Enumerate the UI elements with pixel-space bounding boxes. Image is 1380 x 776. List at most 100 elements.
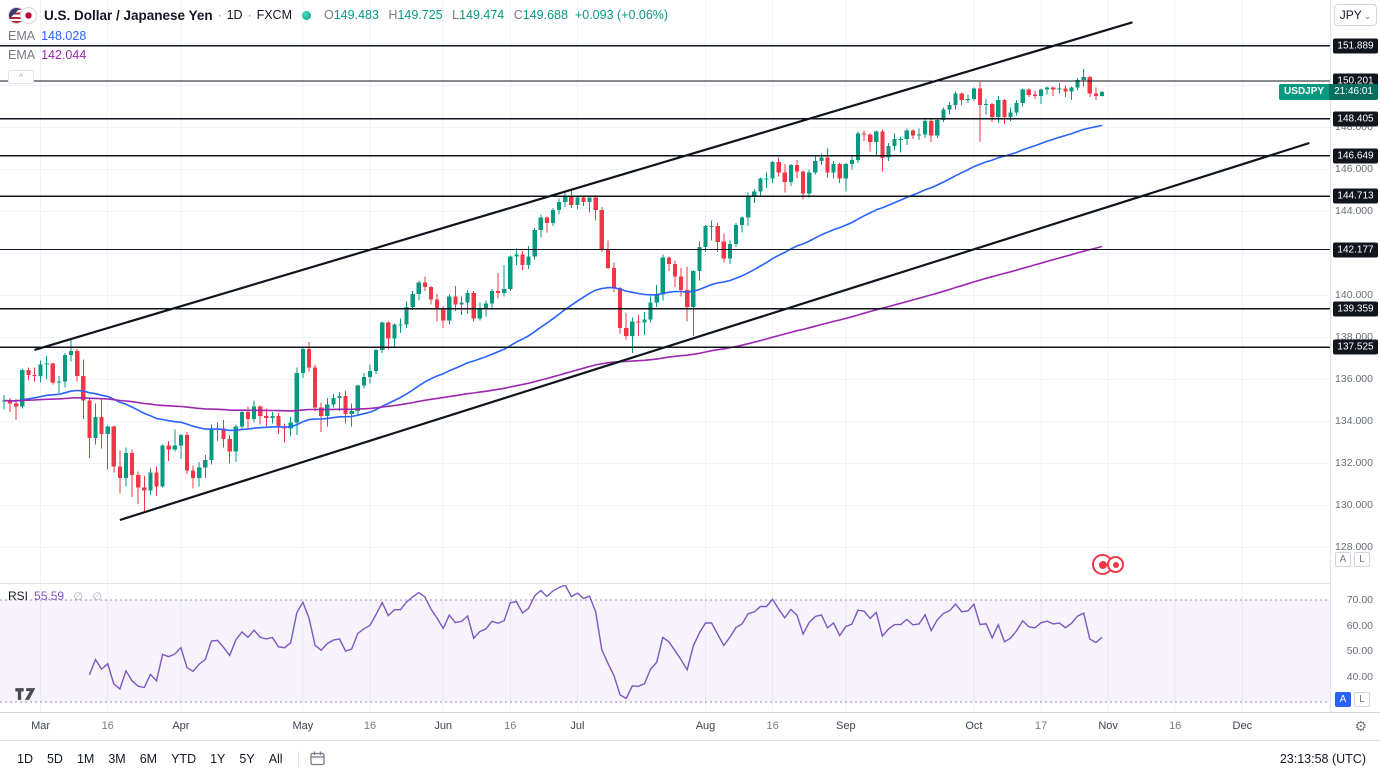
open-label: O [324, 8, 334, 22]
rsi-tick: 40.00 [1346, 670, 1373, 683]
ema-slow-value: 142.044 [41, 48, 87, 62]
price-level-badge: 142.177 [1333, 242, 1378, 258]
range-ytd[interactable]: YTD [164, 748, 203, 770]
open-value: 149.483 [333, 8, 379, 22]
rsi-hidden-marker: ∅ [73, 591, 83, 603]
price-tick: 136.000 [1335, 373, 1373, 386]
rsi-value: 55.59 [34, 589, 65, 603]
time-tick: 17 [1034, 720, 1048, 732]
range-all[interactable]: All [262, 748, 290, 770]
price-tick: 146.000 [1335, 163, 1373, 176]
channel-trendline [119, 141, 1310, 522]
indicator-ema-fast[interactable]: EMA 148.028 [8, 29, 668, 44]
channel-trendline [34, 21, 1133, 351]
jp-flag-icon [20, 6, 37, 24]
range-3m[interactable]: 3M [101, 748, 132, 770]
ema-fast-value: 148.028 [41, 29, 87, 43]
close-value: 149.688 [522, 8, 568, 22]
rsi-line [88, 585, 1103, 700]
ema-200-line [4, 245, 1103, 412]
time-tick: 16 [1169, 720, 1182, 732]
auto-scale-button[interactable]: A [1335, 692, 1351, 707]
range-1m[interactable]: 1M [70, 748, 101, 770]
clock-utc[interactable]: 23:13:58 (UTC) [1279, 751, 1366, 766]
range-1y[interactable]: 1Y [203, 748, 232, 770]
rsi-tick: 70.00 [1346, 594, 1373, 606]
rsi-tick: 60.00 [1346, 619, 1373, 632]
close-label: C [513, 8, 523, 22]
symbol-title[interactable]: U.S. Dollar / Japanese Yen [44, 7, 213, 23]
rsi-label: RSI [8, 589, 29, 603]
ema-label: EMA [8, 48, 36, 62]
toolbar-divider [297, 750, 299, 767]
chevron-down-icon: ⌄ [1363, 11, 1372, 21]
low-label: L [452, 8, 460, 22]
price-level-badge: 137.525 [1333, 339, 1378, 355]
event-marker-icon[interactable] [1107, 556, 1124, 573]
change-value: +0.093 (+0.06%) [574, 8, 669, 22]
time-axis[interactable]: ⚙ Mar 16 Apr May 16 Jun 16 Jul Aug 16 Sep Oct 17 Nov 1… [0, 712, 1380, 740]
price-level-badge: 151.889 [1333, 38, 1378, 54]
tradingview-logo[interactable] [14, 684, 40, 709]
time-tick: Oct [965, 720, 983, 732]
time-tick: 16 [504, 720, 517, 732]
price-tick: 132.000 [1335, 457, 1373, 470]
time-tick: Dec [1232, 720, 1253, 732]
price-level-badge: 146.649 [1333, 148, 1378, 164]
separator-dot: · [217, 8, 222, 22]
time-tick: Apr [172, 720, 190, 732]
range-6m[interactable]: 6M [133, 748, 164, 770]
time-tick: May [292, 720, 314, 732]
price-tick: 144.000 [1335, 205, 1373, 218]
price-level-badge: 139.359 [1333, 301, 1378, 317]
low-value: 149.474 [459, 8, 505, 22]
time-tick: 16 [766, 720, 779, 732]
log-scale-button[interactable]: L [1354, 692, 1370, 707]
separator-dot: · [247, 8, 252, 22]
time-tick: 16 [363, 720, 377, 732]
data-provider-icon[interactable] [302, 10, 311, 20]
ema-label: EMA [8, 29, 36, 43]
rsi-hidden-marker: ∅ [92, 591, 102, 603]
ema-50-line [3, 124, 1103, 432]
symbol-row: U.S. Dollar / Japanese Yen · 1D · FXCM O… [8, 5, 668, 25]
gear-icon[interactable]: ⚙ [1354, 718, 1367, 734]
range-1d[interactable]: 1D [10, 748, 40, 770]
high-label: H [388, 8, 398, 22]
time-tick: 16 [101, 720, 114, 732]
rsi-scale-buttons: A L [1335, 692, 1370, 707]
main-scale-buttons: A L [1335, 552, 1370, 567]
price-axis[interactable]: JPY ⌄ A L A L 148.000 146.000 144.000 140.00… [1279, 0, 1380, 712]
legend-collapse-button[interactable]: ^ [8, 70, 34, 84]
range-5y[interactable]: 5Y [232, 748, 261, 770]
economic-event-markers[interactable] [1092, 554, 1124, 575]
bottom-toolbar: 1D 5D 1M 3M 6M YTD 1Y 5Y All 23:13:58 (UTC) [0, 740, 1380, 776]
price-tick: 130.000 [1335, 499, 1373, 512]
currency-dropdown[interactable]: JPY ⌄ [1334, 4, 1377, 26]
time-tick: Sep [836, 720, 856, 732]
high-value: 149.725 [397, 8, 443, 22]
exchange-label[interactable]: FXCM [256, 8, 292, 22]
candles-group [1, 68, 1105, 513]
last-price-badge: USDJPY 21:46:01 [1279, 83, 1378, 100]
price-tick: 128.000 [1335, 541, 1373, 554]
go-to-date-icon[interactable] [307, 748, 328, 769]
currency-pair-icon [8, 6, 37, 24]
price-level-badge: 144.713 [1333, 188, 1378, 204]
ohlc-values: O149.483 H149.725 L149.474 C149.688 [318, 8, 568, 22]
auto-scale-button[interactable]: A [1335, 552, 1351, 567]
rsi-legend: RSI 55.59 ∅ ∅ [8, 589, 102, 603]
time-tick: Nov [1098, 720, 1118, 732]
price-tick: 134.000 [1335, 415, 1373, 428]
interval-label[interactable]: 1D [226, 8, 243, 22]
price-chart-canvas[interactable] [0, 0, 1330, 712]
range-5d[interactable]: 5D [40, 748, 70, 770]
range-switcher: 1D 5D 1M 3M 6M YTD 1Y 5Y All [10, 748, 290, 770]
time-tick: Aug [695, 720, 716, 732]
rsi-tick: 50.00 [1346, 645, 1373, 657]
log-scale-button[interactable]: L [1354, 552, 1370, 567]
indicator-ema-slow[interactable]: EMA 142.044 [8, 48, 668, 63]
price-level-badge: 148.405 [1333, 111, 1378, 127]
symbol-legend: U.S. Dollar / Japanese Yen · 1D · FXCM O… [8, 5, 668, 84]
